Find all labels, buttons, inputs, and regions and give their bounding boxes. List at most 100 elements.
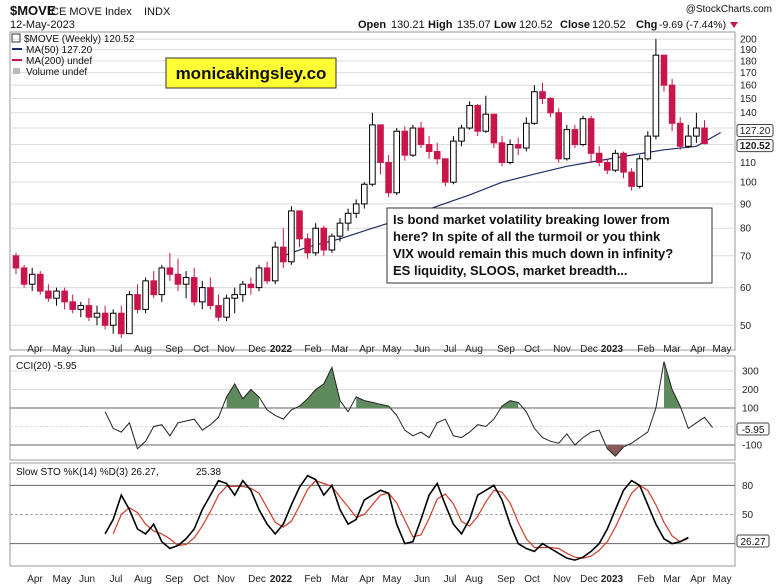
month-tick-label: May — [53, 574, 72, 585]
month-tick-label: Dec — [248, 574, 266, 585]
cci-tick-label: -100 — [742, 441, 762, 452]
candle-body — [320, 227, 328, 251]
candle-body — [604, 162, 611, 171]
month-tick-label: Apr — [359, 344, 375, 355]
month-tick-label: Feb — [637, 574, 655, 585]
month-tick-label: Sep — [497, 344, 515, 355]
candle-body — [425, 144, 433, 153]
month-tick-label: May — [383, 344, 402, 355]
candle-body — [555, 112, 563, 160]
candle-body — [433, 151, 441, 160]
candle-body — [474, 104, 481, 132]
ma50-line — [283, 131, 721, 257]
cci-axis: 300 200 100 -100 — [742, 366, 762, 451]
month-tick-label: May — [713, 344, 732, 355]
price-tick-label: 160 — [740, 81, 757, 92]
month-tick-label: Jul — [110, 574, 123, 585]
candle-body — [393, 130, 400, 194]
exchange: INDX — [144, 6, 171, 18]
month-tick-label: Aug — [134, 344, 152, 355]
month-tick-label: Aug — [134, 574, 152, 585]
price-tick-label: 190 — [740, 45, 757, 56]
candle-body — [587, 118, 595, 154]
candle-body — [417, 127, 425, 146]
candle-body — [466, 104, 473, 129]
candle-body — [134, 294, 141, 310]
annotation-line-3: VIX would remain this much down in infin… — [393, 246, 673, 261]
down-arrow-icon — [730, 22, 738, 28]
candle-body — [369, 124, 376, 185]
price-tick-label: 60 — [740, 283, 752, 294]
price-tick-label: 50 — [740, 321, 752, 332]
candle-body — [280, 246, 287, 263]
month-tick-label: Apr — [27, 344, 43, 355]
price-last-label: 127.20 — [740, 126, 771, 137]
month-tick-label: Sep — [497, 574, 515, 585]
watermark-box — [165, 57, 337, 89]
month-tick-label: Sep — [165, 344, 183, 355]
price-tick-label: 110 — [740, 158, 756, 169]
month-tick-label: Nov — [553, 574, 571, 585]
candle-body — [69, 301, 77, 310]
month-tick-label: Aug — [465, 344, 483, 355]
price-last-label: 120.52 — [740, 141, 771, 152]
cci-line — [104, 361, 713, 457]
candle-body — [199, 287, 206, 303]
month-tick-label: Jul — [444, 574, 457, 585]
candle-body — [231, 294, 238, 299]
month-tick-label: May — [383, 574, 402, 585]
candle-body — [676, 122, 684, 147]
candle-body — [20, 267, 28, 285]
candle-body — [539, 91, 546, 99]
cci-last: -5.95 — [742, 425, 765, 436]
candle-body — [490, 113, 498, 144]
cci-fill-region — [226, 383, 259, 408]
candle-body — [304, 238, 311, 254]
candle-body — [182, 277, 190, 285]
low-value: 120.52 — [519, 19, 553, 31]
candle-body — [61, 290, 68, 303]
price-tick-label: 90 — [740, 199, 752, 210]
legend-swatch-volume — [13, 68, 20, 74]
candle-body — [45, 290, 52, 299]
candle-body — [579, 118, 587, 146]
month-tick-label: 2023 — [601, 344, 624, 355]
candle-body — [385, 162, 392, 194]
annotation-line-2: here? In spite of all the turmoil or you… — [393, 229, 661, 244]
price-axis: 5060708090100110120130140150160170180190… — [736, 35, 774, 332]
month-tick-label: May — [713, 574, 732, 585]
close-value: 120.52 — [592, 19, 626, 31]
candle-body — [101, 312, 109, 326]
high-label: High — [428, 19, 453, 31]
candle-body — [636, 158, 644, 187]
candle-body — [595, 152, 603, 164]
month-tick-label: Jun — [414, 574, 430, 585]
price-tick-label: 180 — [740, 56, 757, 67]
index-name: ICE MOVE Index — [48, 6, 132, 18]
candle-body — [53, 290, 60, 299]
sto-label-d: 25.38 — [196, 467, 221, 478]
date: 12-May-2023 — [10, 19, 75, 31]
candle-body — [312, 227, 319, 254]
candle-body — [247, 283, 255, 289]
candle-body — [166, 267, 174, 275]
open-label: Open — [358, 19, 386, 31]
month-tick-label: Mar — [663, 344, 681, 355]
candle-body — [288, 210, 295, 263]
candle-body — [514, 144, 522, 149]
candle-body — [531, 91, 538, 124]
candle-body — [644, 135, 652, 160]
candle-body — [668, 84, 676, 124]
month-tick-label: Mar — [663, 574, 681, 585]
month-tick-label: Feb — [637, 344, 655, 355]
candle-body — [442, 158, 449, 183]
candle-body — [685, 135, 692, 147]
month-tick-label: Dec — [580, 574, 598, 585]
month-tick-label: Sep — [165, 574, 183, 585]
legend-swatch-series — [11, 33, 21, 43]
month-tick-label: Mar — [331, 574, 349, 585]
candle-body — [701, 127, 708, 145]
candle-body — [628, 171, 635, 187]
